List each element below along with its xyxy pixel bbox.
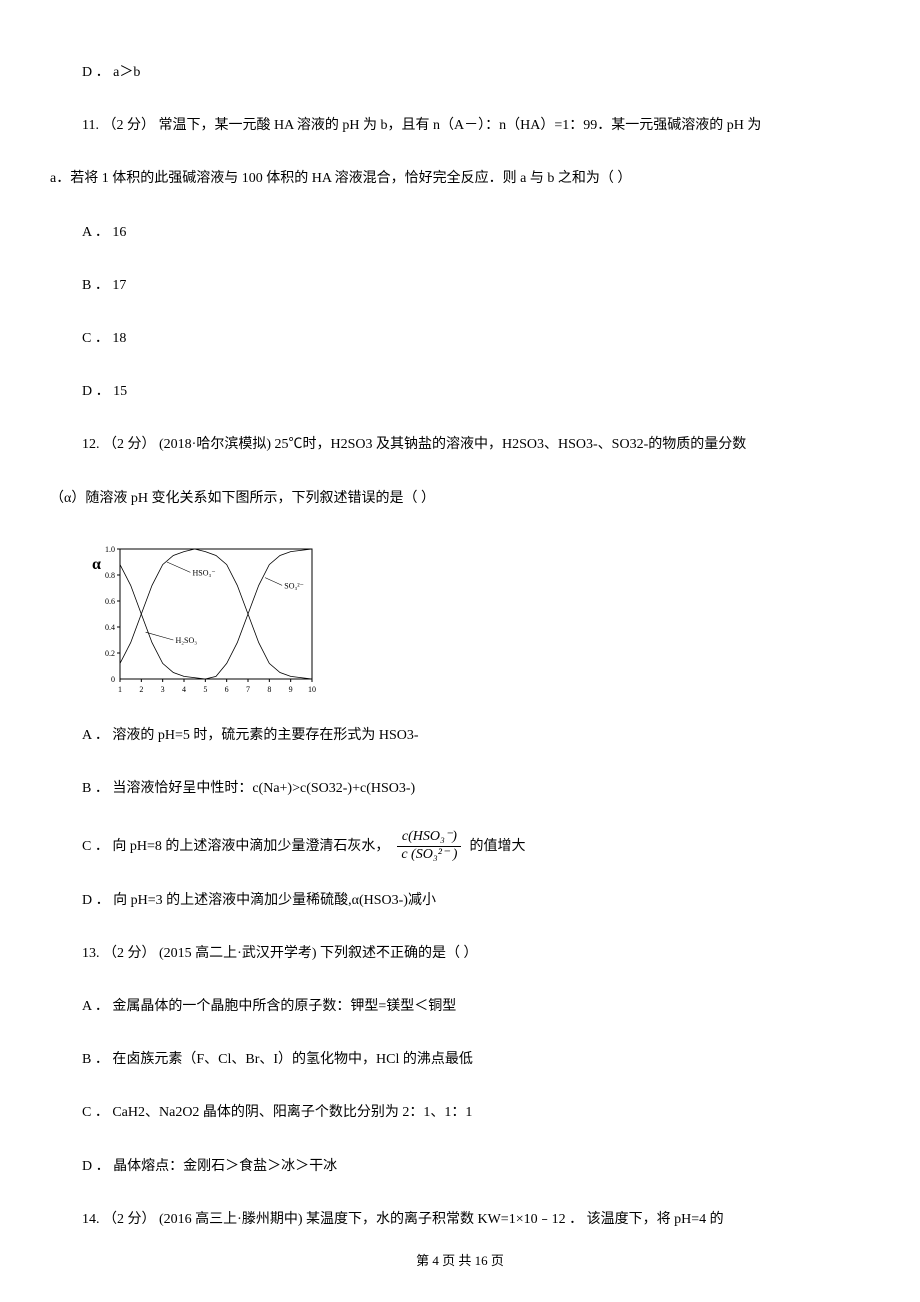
q11-stem-line1: 11. （2 分） 常温下，某一元酸 HA 溶液的 pH 为 b，且有 n（A－…: [82, 113, 870, 138]
svg-text:5: 5: [203, 685, 207, 694]
q11-option-c: C ． 18: [82, 326, 870, 351]
q12-option-b: B ． 当溶液恰好呈中性时：c(Na+)>c(SO32-)+c(HSO3-): [82, 776, 870, 801]
q13-stem: 13. （2 分） (2015 高二上·武汉开学考) 下列叙述不正确的是（ ）: [82, 941, 870, 966]
svg-text:0.2: 0.2: [105, 649, 115, 658]
q12-option-c: C ． 向 pH=8 的上述溶液中滴加少量澄清石灰水， c(HSO₃⁻) c (…: [82, 829, 870, 864]
q12-option-a: A ． 溶液的 pH=5 时，硫元素的主要存在形式为 HSO3-: [82, 723, 870, 748]
svg-text:7: 7: [246, 685, 250, 694]
q13-option-c: C ． CaH2、Na2O2 晶体的阴、阳离子个数比分别为 2：1、1：1: [82, 1100, 870, 1125]
svg-text:3: 3: [161, 685, 165, 694]
svg-text:0: 0: [111, 675, 115, 684]
fraction-icon: c(HSO₃⁻) c (SO₃²⁻ ): [397, 829, 461, 864]
svg-text:1.0: 1.0: [105, 545, 115, 554]
svg-text:1: 1: [118, 685, 122, 694]
q12-option-c-pre: C ． 向 pH=8 的上述溶液中滴加少量澄清石灰水，: [82, 834, 389, 859]
q13-option-b: B ． 在卤族元素（F、Cl、Br、I）的氢化物中，HCl 的沸点最低: [82, 1047, 870, 1072]
svg-text:H₂SO₃: H₂SO₃: [175, 636, 197, 645]
frac-denominator: c (SO₃²⁻ ): [397, 847, 461, 864]
page-footer: 第 4 页 共 16 页: [0, 1249, 920, 1272]
frac-numerator: c(HSO₃⁻): [397, 829, 461, 847]
svg-text:8: 8: [267, 685, 271, 694]
q14-stem: 14. （2 分） (2016 高三上·滕州期中) 某温度下，水的离子积常数 K…: [82, 1207, 870, 1232]
svg-text:SO₃²⁻: SO₃²⁻: [284, 581, 304, 590]
q12-stem-line2: （α）随溶液 pH 变化关系如下图所示，下列叙述错误的是（ ）: [50, 486, 870, 511]
q12-chart: α 0.2 0.4 0.6 0.8 1.0 01 2 3 4 5 6 7 8 9 10 HSO₃⁻ H₂SO₃ SO…: [82, 539, 322, 699]
svg-text:0.4: 0.4: [105, 623, 115, 632]
svg-text:9: 9: [289, 685, 293, 694]
svg-text:6: 6: [225, 685, 229, 694]
svg-text:HSO₃⁻: HSO₃⁻: [193, 568, 216, 577]
q10-option-d: D ． a＞b: [82, 60, 870, 85]
chart-svg: α 0.2 0.4 0.6 0.8 1.0 01 2 3 4 5 6 7 8 9 10 HSO₃⁻ H₂SO₃ SO…: [82, 539, 322, 699]
q11-option-b: B ． 17: [82, 273, 870, 298]
q13-option-d: D ． 晶体熔点：金刚石＞食盐＞冰＞干冰: [82, 1154, 870, 1179]
svg-text:α: α: [92, 556, 101, 573]
q11-option-a: A ． 16: [82, 220, 870, 245]
q12-option-d: D ． 向 pH=3 的上述溶液中滴加少量稀硫酸,α(HSO3-)减小: [82, 888, 870, 913]
svg-text:2: 2: [139, 685, 143, 694]
q12-stem-line1: 12. （2 分） (2018·哈尔滨模拟) 25℃时，H2SO3 及其钠盐的溶…: [82, 432, 870, 457]
q13-option-a: A ． 金属晶体的一个晶胞中所含的原子数：钾型=镁型＜铜型: [82, 994, 870, 1019]
svg-text:0.6: 0.6: [105, 597, 115, 606]
svg-text:4: 4: [182, 685, 186, 694]
q11-stem-line2: a．若将 1 体积的此强碱溶液与 100 体积的 HA 溶液混合，恰好完全反应．…: [50, 166, 870, 191]
q11-option-d: D ． 15: [82, 379, 870, 404]
q12-option-c-post: 的值增大: [469, 834, 525, 859]
svg-text:0.8: 0.8: [105, 571, 115, 580]
svg-text:10: 10: [308, 685, 316, 694]
